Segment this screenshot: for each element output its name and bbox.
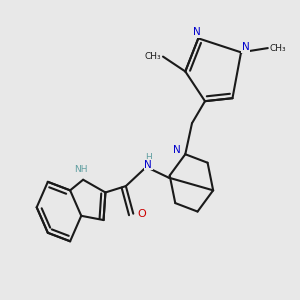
Text: CH₃: CH₃ xyxy=(145,52,161,61)
Text: H: H xyxy=(145,153,152,162)
Text: N: N xyxy=(242,42,249,52)
Text: N: N xyxy=(193,27,200,37)
Text: N: N xyxy=(144,160,152,170)
Text: NH: NH xyxy=(74,165,88,174)
Text: CH₃: CH₃ xyxy=(270,44,286,52)
Text: N: N xyxy=(173,145,181,155)
Text: O: O xyxy=(137,209,146,219)
